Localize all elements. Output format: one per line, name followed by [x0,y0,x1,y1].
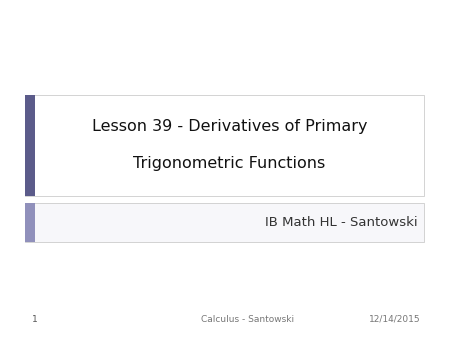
Text: 12/14/2015: 12/14/2015 [369,315,421,324]
Text: 1: 1 [32,315,37,324]
Bar [25,203,35,242]
Bar [25,95,424,196]
Text: Calculus - Santowski: Calculus - Santowski [201,315,294,324]
Text: Lesson 39 - Derivatives of Primary: Lesson 39 - Derivatives of Primary [92,119,367,134]
Text: Trigonometric Functions: Trigonometric Functions [133,156,326,171]
Bar [25,95,35,196]
Text: IB Math HL - Santowski: IB Math HL - Santowski [265,216,418,229]
Bar [25,203,424,242]
